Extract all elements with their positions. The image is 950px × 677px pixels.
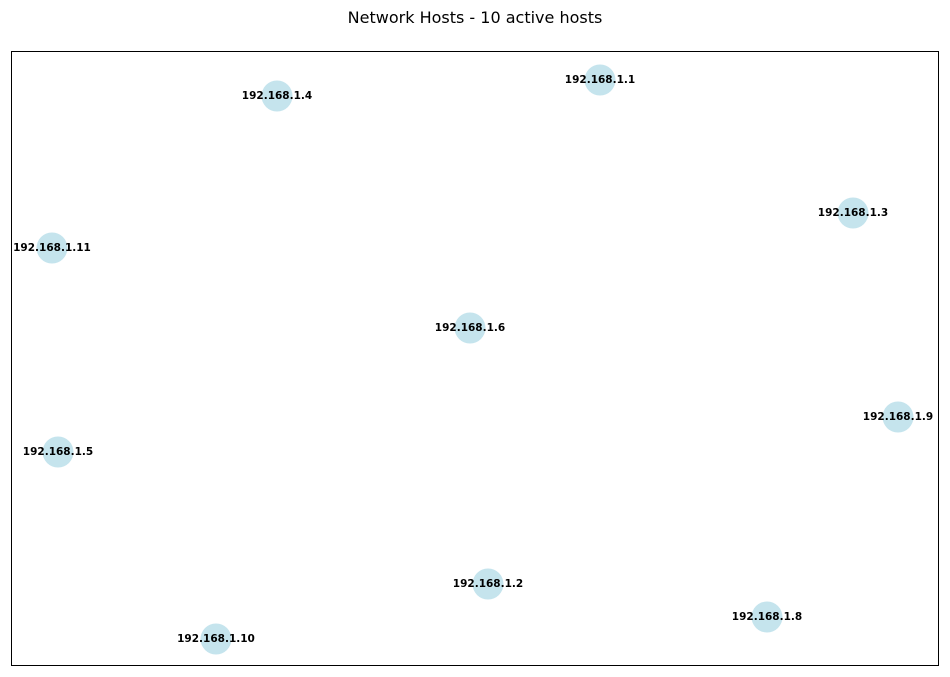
- host-node-circle: [472, 568, 504, 600]
- host-node: 192.168.1.9: [863, 401, 933, 433]
- host-node-label: 192.168.1.3: [818, 207, 888, 219]
- host-node-circle: [200, 623, 232, 655]
- diagram-title: Network Hosts - 10 active hosts: [347, 8, 603, 27]
- host-node-circle: [837, 197, 869, 229]
- host-node: 192.168.1.10: [177, 623, 255, 655]
- host-node-label: 192.168.1.1: [565, 74, 635, 86]
- host-node-label: 192.168.1.10: [177, 633, 255, 645]
- host-node-circle: [882, 401, 914, 433]
- host-node-circle: [751, 601, 783, 633]
- host-node: 192.168.1.11: [13, 232, 91, 264]
- host-node-label: 192.168.1.2: [453, 578, 523, 590]
- host-node-label: 192.168.1.8: [732, 611, 802, 623]
- host-node: 192.168.1.1: [565, 64, 635, 96]
- host-node-label: 192.168.1.6: [435, 322, 505, 334]
- host-node: 192.168.1.8: [732, 601, 802, 633]
- host-node-circle: [454, 312, 486, 344]
- host-node-circle: [261, 80, 293, 112]
- host-node: 192.168.1.3: [818, 197, 888, 229]
- plot-frame: [11, 51, 939, 666]
- host-node: 192.168.1.2: [453, 568, 523, 600]
- host-node-label: 192.168.1.5: [23, 446, 93, 458]
- host-node-circle: [42, 436, 74, 468]
- host-node: 192.168.1.6: [435, 312, 505, 344]
- host-node-circle: [584, 64, 616, 96]
- host-node-label: 192.168.1.9: [863, 411, 933, 423]
- host-node: 192.168.1.5: [23, 436, 93, 468]
- host-node: 192.168.1.4: [242, 80, 312, 112]
- host-node-label: 192.168.1.11: [13, 242, 91, 254]
- host-node-label: 192.168.1.4: [242, 90, 312, 102]
- host-node-circle: [36, 232, 68, 264]
